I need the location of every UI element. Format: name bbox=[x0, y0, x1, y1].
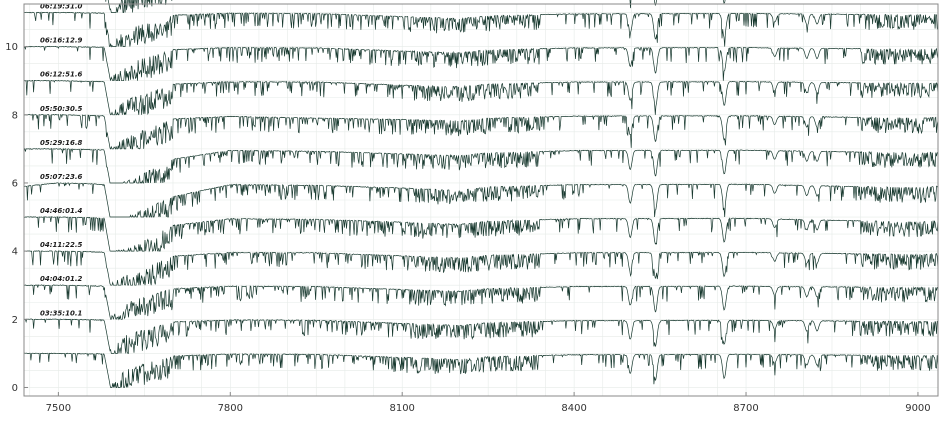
x-tick-label: 7500 bbox=[46, 403, 71, 414]
plot-frame bbox=[23, 3, 939, 397]
series-label: 06:12:51.6 bbox=[40, 71, 82, 79]
spectra-layer bbox=[23, 0, 939, 388]
x-tick-label: 9000 bbox=[905, 403, 930, 414]
axes-layer: 7500 7800 8100 8400 8700 9000 0 2 4 6 8 10 bbox=[5, 3, 939, 414]
y-tick-label: 0 bbox=[12, 383, 18, 394]
spectrum-line bbox=[23, 284, 939, 321]
series-label: 05:07:23.6 bbox=[40, 173, 82, 181]
spectrum-line bbox=[23, 79, 939, 116]
series-label: 04:11:22.5 bbox=[40, 241, 82, 249]
x-tick-label: 8700 bbox=[733, 403, 758, 414]
x-tick-label: 8400 bbox=[561, 403, 586, 414]
spectrum-line bbox=[23, 250, 939, 286]
series-label: 05:50:30.5 bbox=[40, 105, 82, 113]
spectrum-line bbox=[24, 11, 939, 48]
series-label: 04:46:01.4 bbox=[40, 207, 82, 215]
x-tick-label: 7800 bbox=[218, 403, 243, 414]
spectrum-line bbox=[23, 147, 939, 184]
y-tick-label: 6 bbox=[12, 178, 18, 189]
spectrum-line bbox=[23, 113, 939, 150]
spectrum-line bbox=[23, 352, 939, 388]
series-label: 03:35:10.1 bbox=[40, 309, 82, 317]
series-label: 05:29:16.8 bbox=[40, 139, 82, 147]
y-tick-label: 8 bbox=[12, 110, 18, 121]
series-label: 06:16:12.9 bbox=[40, 37, 82, 45]
series-label: 06:19:31.0 bbox=[40, 3, 82, 11]
series-labels-layer: 03:35:10.1 04:04:01.2 04:11:22.5 04:46:01.4… bbox=[40, 3, 82, 318]
y-tick-label: 4 bbox=[12, 247, 18, 258]
spectrum-line bbox=[23, 318, 939, 354]
x-tick-label: 8100 bbox=[389, 403, 414, 414]
spectrum-line bbox=[23, 216, 939, 253]
y-tick-label: 2 bbox=[12, 315, 18, 326]
spectrum-line bbox=[23, 181, 939, 218]
spectrum-line bbox=[23, 45, 939, 82]
y-tick-label: 10 bbox=[5, 42, 18, 53]
series-label: 04:04:01.2 bbox=[40, 275, 82, 283]
